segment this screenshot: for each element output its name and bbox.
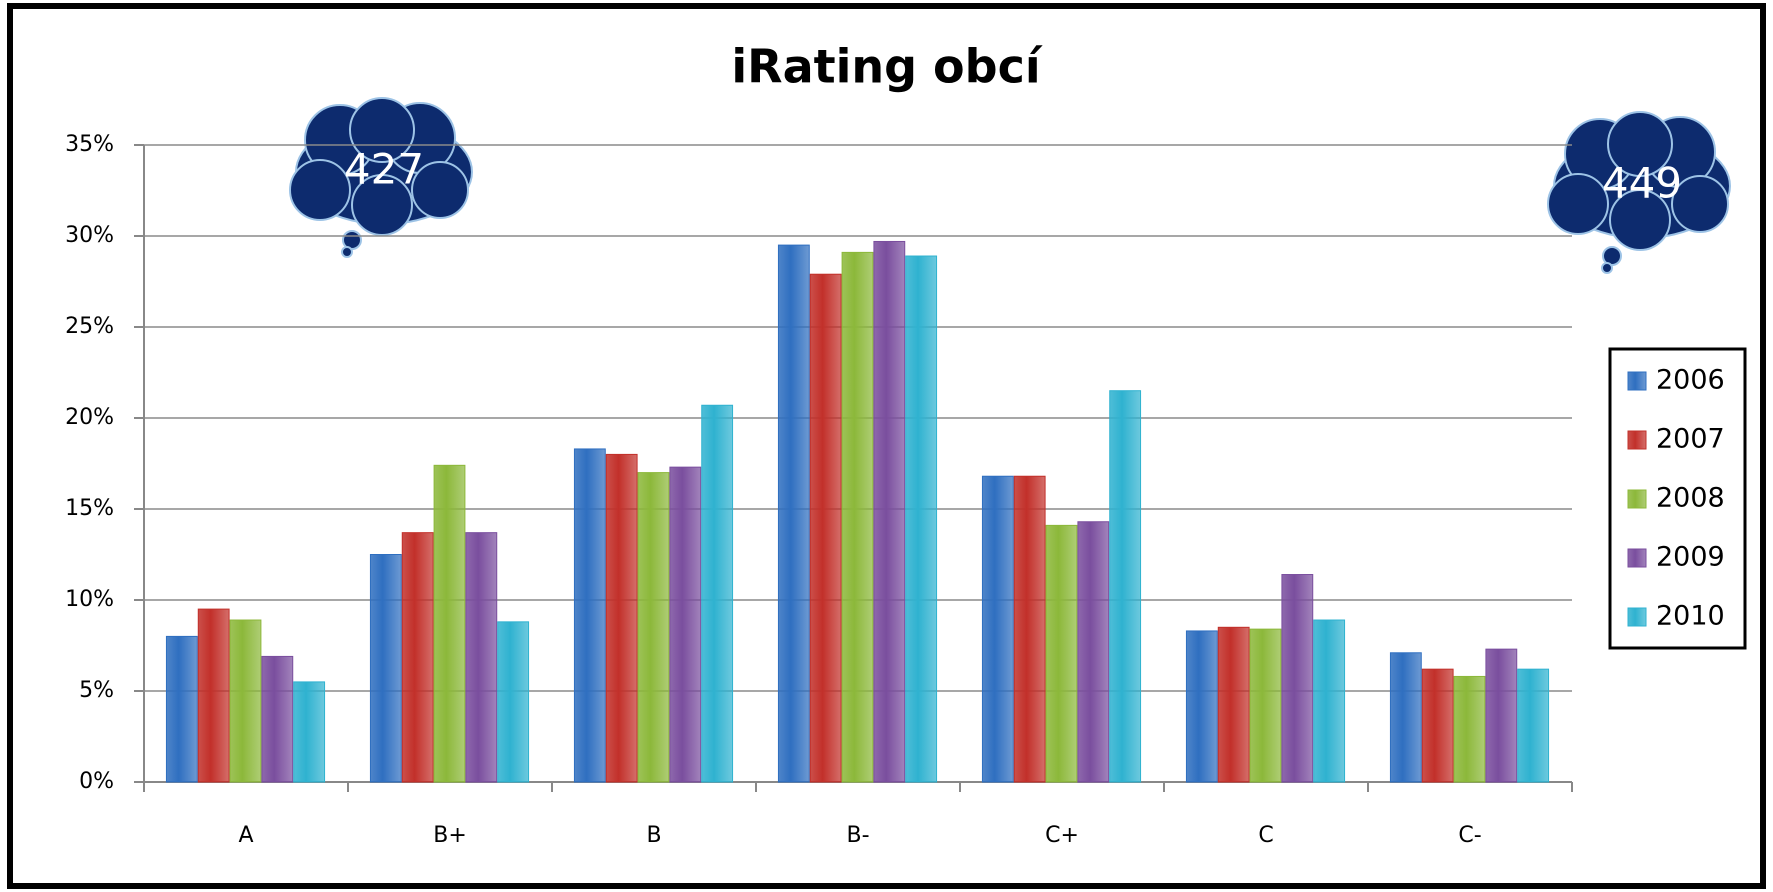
legend-swatch: [1627, 430, 1647, 450]
bar: [465, 532, 498, 783]
chart-title: iRating obcí: [731, 40, 1042, 94]
bar: [841, 251, 874, 783]
bar: [165, 635, 198, 783]
y-tick-label: 30%: [65, 223, 114, 248]
bar: [497, 621, 530, 783]
bar: [1249, 628, 1282, 783]
bar: [1013, 475, 1046, 783]
bar: [1077, 521, 1110, 783]
bar: [1517, 668, 1550, 783]
x-tick-label: C: [1258, 823, 1273, 848]
bar: [261, 655, 294, 783]
bar: [637, 472, 670, 783]
y-tick-label: 0%: [79, 769, 114, 794]
legend-swatch: [1627, 371, 1647, 391]
bar: [573, 448, 606, 783]
bar: [1389, 652, 1422, 783]
bar: [1045, 524, 1078, 783]
legend-label: 2006: [1656, 365, 1725, 396]
y-tick-label: 10%: [65, 587, 114, 612]
bar: [1217, 626, 1250, 783]
y-tick-label: 20%: [65, 405, 114, 430]
y-tick-label: 5%: [79, 678, 114, 703]
bar: [1485, 648, 1518, 783]
legend-swatch: [1627, 489, 1647, 509]
bar: [369, 554, 402, 783]
legend-label: 2008: [1656, 483, 1725, 514]
x-tick-label: C+: [1045, 823, 1079, 848]
x-tick-label: B-: [846, 823, 869, 848]
cloud: [289, 97, 473, 258]
cloud: [1547, 111, 1731, 274]
bar: [777, 244, 810, 783]
annotation: 427: [344, 145, 424, 194]
legend-label: 2010: [1656, 601, 1725, 632]
bar: [809, 273, 842, 783]
bar: [1281, 574, 1314, 783]
bar: [1421, 668, 1454, 783]
bar: [229, 619, 262, 783]
y-tick-label: 35%: [65, 132, 114, 157]
bar: [605, 453, 638, 783]
x-tick-label: B: [646, 823, 661, 848]
annotation: 449: [1602, 159, 1682, 208]
legend-swatch: [1627, 548, 1647, 568]
x-tick-label: A: [238, 823, 253, 848]
bar: [669, 466, 702, 783]
bar: [1109, 390, 1142, 783]
bar: [197, 608, 230, 783]
bar: [401, 532, 434, 783]
bar: [701, 404, 734, 783]
legend-label: 2007: [1656, 424, 1725, 455]
bar: [1185, 630, 1218, 783]
bar: [981, 475, 1014, 783]
bar: [905, 255, 938, 783]
legend-label: 2009: [1656, 542, 1725, 573]
y-tick-label: 15%: [65, 496, 114, 521]
y-tick-label: 25%: [65, 314, 114, 339]
bar: [1313, 619, 1346, 783]
x-tick-label: C-: [1458, 823, 1481, 848]
bar: [293, 681, 326, 783]
x-tick-label: B+: [433, 823, 467, 848]
bar: [873, 240, 906, 783]
legend-swatch: [1627, 607, 1647, 627]
bar: [433, 464, 466, 783]
bar: [1453, 675, 1486, 783]
